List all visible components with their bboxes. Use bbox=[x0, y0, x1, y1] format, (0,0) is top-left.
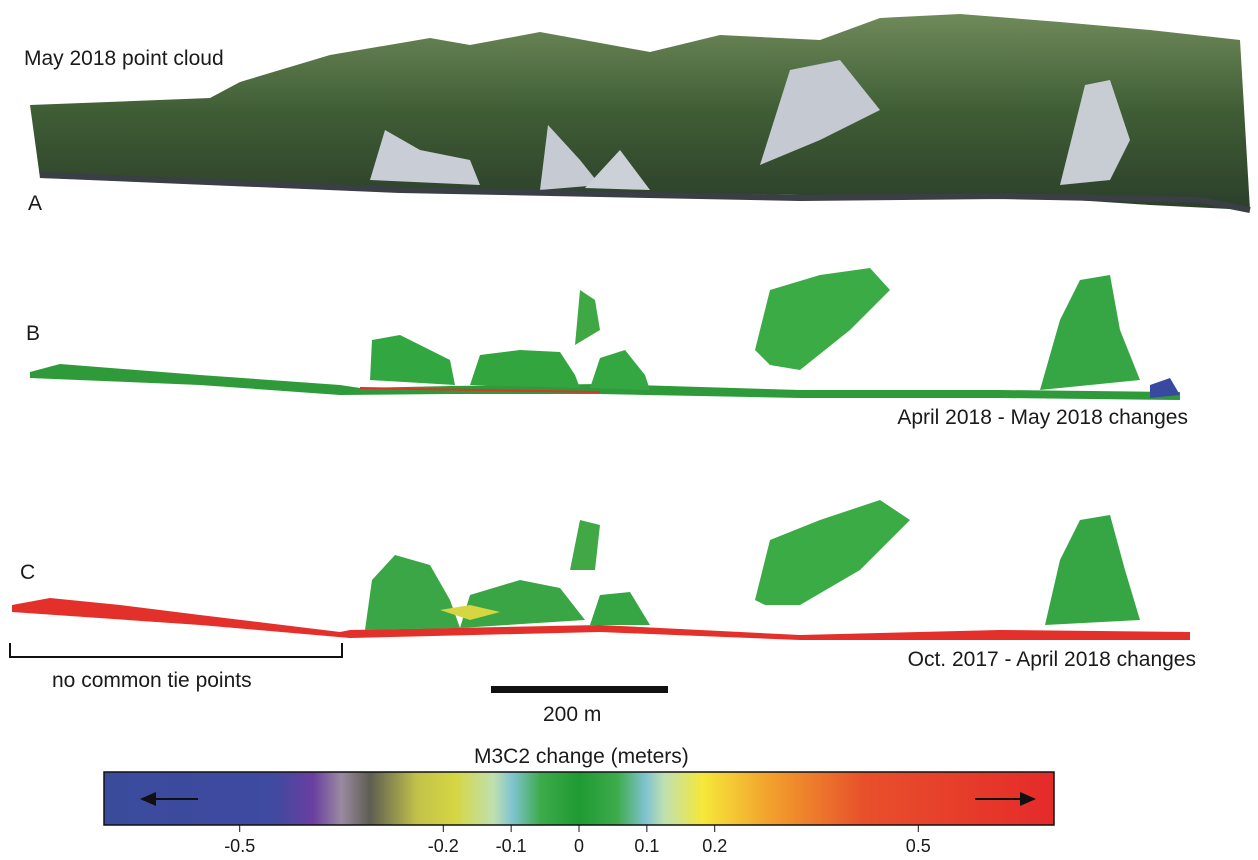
colorbar-tick-label: -0.2 bbox=[427, 836, 459, 856]
panel-a-title: May 2018 point cloud bbox=[24, 47, 224, 70]
panel-a-point-cloud-image bbox=[30, 14, 1251, 213]
left-arrow-icon bbox=[140, 792, 198, 806]
colorbar-title: M3C2 change (meters) bbox=[474, 745, 689, 768]
panel-a-letter: A bbox=[28, 192, 43, 215]
colorbar-ticks bbox=[239, 825, 919, 832]
panel-b-caption: April 2018 - May 2018 changes bbox=[897, 406, 1188, 429]
panel-b-letter: B bbox=[26, 322, 41, 345]
colorbar-tick-label: 0 bbox=[573, 836, 585, 856]
bracket-label: no common tie points bbox=[52, 669, 252, 692]
panel-c-letter: C bbox=[20, 561, 36, 584]
panel-c-change-map bbox=[12, 500, 1190, 640]
colorbar bbox=[103, 771, 1055, 826]
right-arrow-icon bbox=[975, 792, 1036, 806]
colorbar-tick-label: 0.2 bbox=[702, 836, 728, 856]
colorbar-tick-label: -0.1 bbox=[495, 836, 527, 856]
colorbar-tick-label: -0.5 bbox=[224, 836, 256, 856]
panel-b-change-map bbox=[30, 268, 1180, 400]
colorbar-tick-label: 0.1 bbox=[634, 836, 660, 856]
scale-bar-label: 200 m bbox=[543, 703, 602, 726]
scale-bar bbox=[491, 686, 668, 693]
panel-c-caption: Oct. 2017 - April 2018 changes bbox=[907, 648, 1196, 671]
colorbar-tick-label: 0.5 bbox=[905, 836, 931, 856]
bracket bbox=[9, 643, 343, 658]
